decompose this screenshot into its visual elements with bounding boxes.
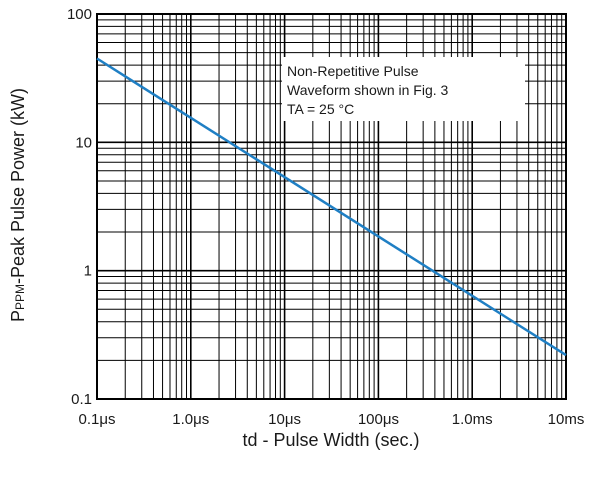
annotation-line-2: Waveform shown in Fig. 3 (287, 82, 449, 98)
y-axis-title: PPPM-Peak Pulse Power (kW) (8, 88, 28, 322)
series-line-0 (96, 57, 567, 357)
y-tick-labels: 0.1 1 10 100 (67, 6, 92, 408)
x-tick-label: 100μs (358, 411, 399, 428)
plot-frame (96, 13, 567, 400)
y-tick-label: 1 (84, 263, 92, 280)
x-tick-label: 10ms (548, 411, 585, 428)
annotation-box (282, 57, 525, 121)
x-tick-label: 1.0μs (172, 411, 209, 428)
y-axis-title-prefix: P (8, 310, 28, 322)
y-axis-title-suffix: -Peak Pulse Power (kW) (8, 88, 28, 284)
x-tick-label: 10μs (268, 411, 301, 428)
x-tick-label: 0.1μs (79, 411, 116, 428)
y-tick-label: 10 (75, 134, 92, 151)
x-tick-label: 1.0ms (452, 411, 493, 428)
y-tick-label: 100 (67, 6, 92, 23)
series-layer (96, 57, 567, 357)
x-axis-title: td - Pulse Width (sec.) (242, 430, 419, 450)
y-axis-title-subscript: PPM (13, 284, 27, 310)
x-tick-labels: 0.1μs 1.0μs 10μs 100μs 1.0ms 10ms (79, 411, 585, 428)
grid (96, 14, 566, 400)
y-tick-label: 0.1 (71, 391, 92, 408)
annotation-line-1: Non-Repetitive Pulse (287, 63, 419, 79)
annotation-line-3: TA = 25 °C (287, 101, 354, 117)
